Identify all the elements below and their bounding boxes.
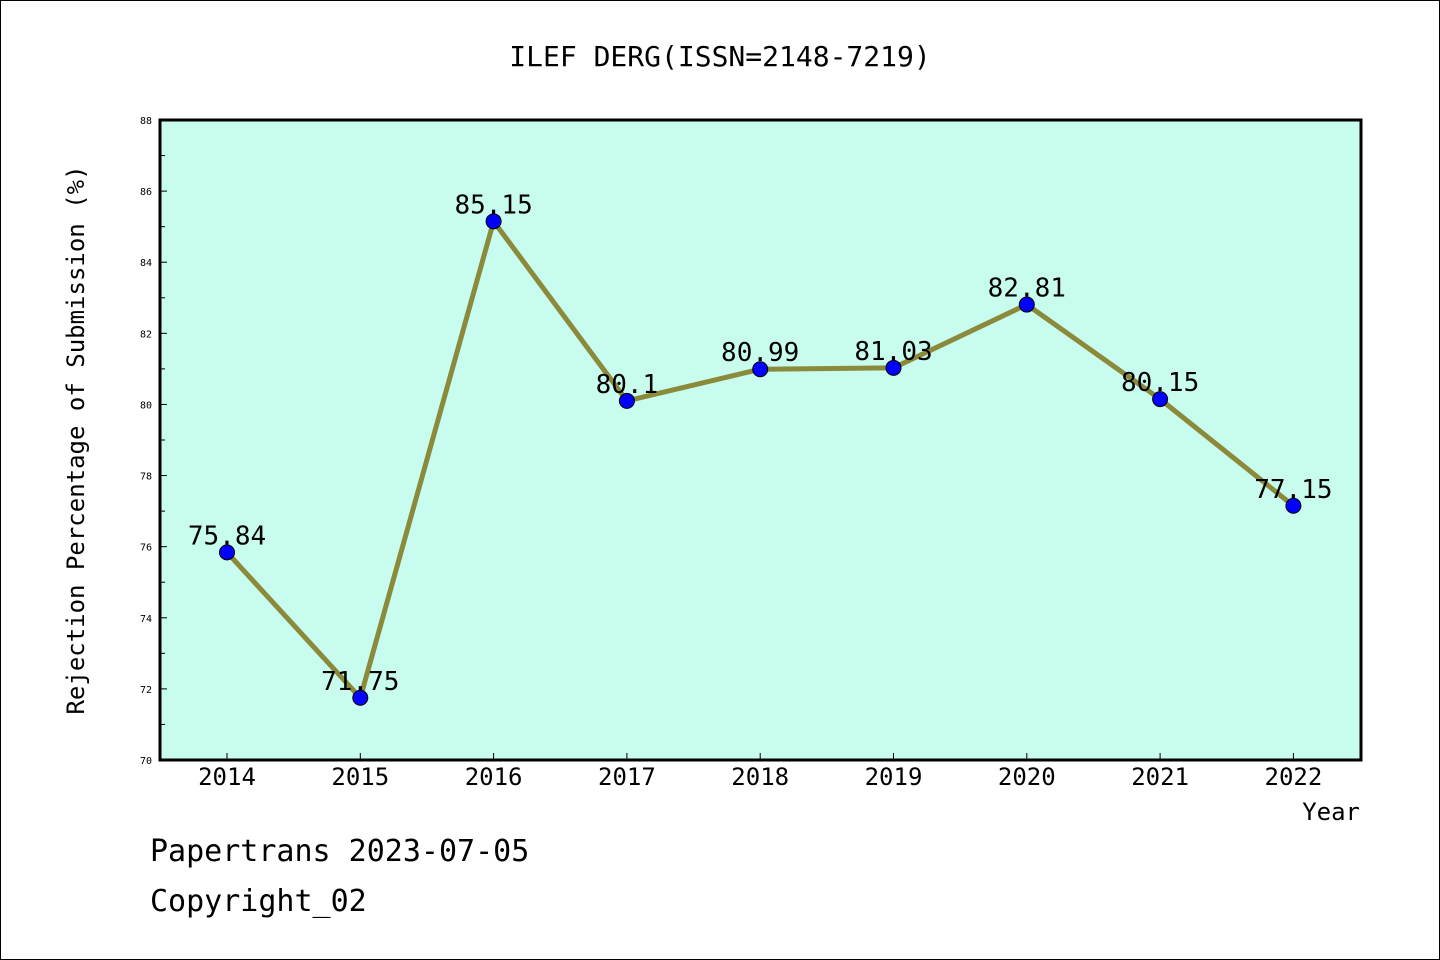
y-axis-label: Rejection Percentage of Submission (%) <box>62 165 90 714</box>
y-tick-label: 84 <box>140 258 152 269</box>
footer-date-line: Papertrans 2023-07-05 <box>150 834 530 869</box>
y-tick-label: 76 <box>140 543 152 554</box>
data-label-2016: 85.15 <box>454 190 532 220</box>
data-point-2014 <box>219 544 235 561</box>
data-labels: 75.84 71.75 85.15 80.1 80.99 81.03 82.81 80.15 7… <box>188 190 1333 696</box>
y-tick-label: 86 <box>140 187 152 198</box>
data-point-2020 <box>1018 296 1035 313</box>
x-tick-label: 2015 <box>331 763 389 791</box>
x-tick-label: 2019 <box>865 763 923 791</box>
x-tick-label: 2021 <box>1131 763 1189 791</box>
x-tick-label: 2017 <box>598 763 656 791</box>
x-tick-label: 2014 <box>198 763 256 791</box>
data-label-2014: 75.84 <box>188 521 266 551</box>
data-point-2015 <box>352 689 369 706</box>
x-tick-label: 2016 <box>465 763 523 791</box>
y-tick-label: 78 <box>140 472 152 483</box>
data-label-2018: 80.99 <box>721 338 799 368</box>
x-tick-label: 2018 <box>731 763 789 791</box>
data-point-2016 <box>485 213 502 230</box>
y-tick-label: 88 <box>140 116 152 127</box>
data-label-2017: 80.1 <box>596 370 659 400</box>
data-point-2022 <box>1285 497 1302 514</box>
y-tick-label: 72 <box>140 685 152 696</box>
data-point-2021 <box>1152 391 1169 408</box>
data-label-2015: 71.75 <box>321 667 399 697</box>
x-tick-label: 2022 <box>1265 763 1323 791</box>
y-tick-label: 74 <box>140 614 152 625</box>
data-point-2019 <box>885 359 902 376</box>
data-label-2022: 77.15 <box>1254 475 1332 505</box>
x-tick-label: 2020 <box>998 763 1056 791</box>
data-point-2017 <box>618 392 635 409</box>
data-label-2019: 81.03 <box>854 337 932 367</box>
plot-area <box>158 118 1363 762</box>
data-markers <box>219 213 1302 706</box>
chart-title: ILEF DERG(ISSN=2148-7219) <box>509 40 930 73</box>
x-axis-label: Year <box>1302 798 1360 826</box>
y-axis: 70 72 74 76 78 80 82 84 86 88 <box>140 116 167 767</box>
data-label-2020: 82.81 <box>988 274 1066 304</box>
y-tick-label: 82 <box>140 329 152 340</box>
data-label-2021: 80.15 <box>1121 368 1199 398</box>
data-point-2018 <box>752 361 769 378</box>
y-tick-label: 80 <box>140 400 152 411</box>
footer-copyright-line: Copyright_02 <box>150 884 367 919</box>
y-tick-label: 70 <box>140 756 152 767</box>
x-axis: 2014 2015 2016 2017 2018 2019 2020 2021 2022 <box>198 753 1322 791</box>
